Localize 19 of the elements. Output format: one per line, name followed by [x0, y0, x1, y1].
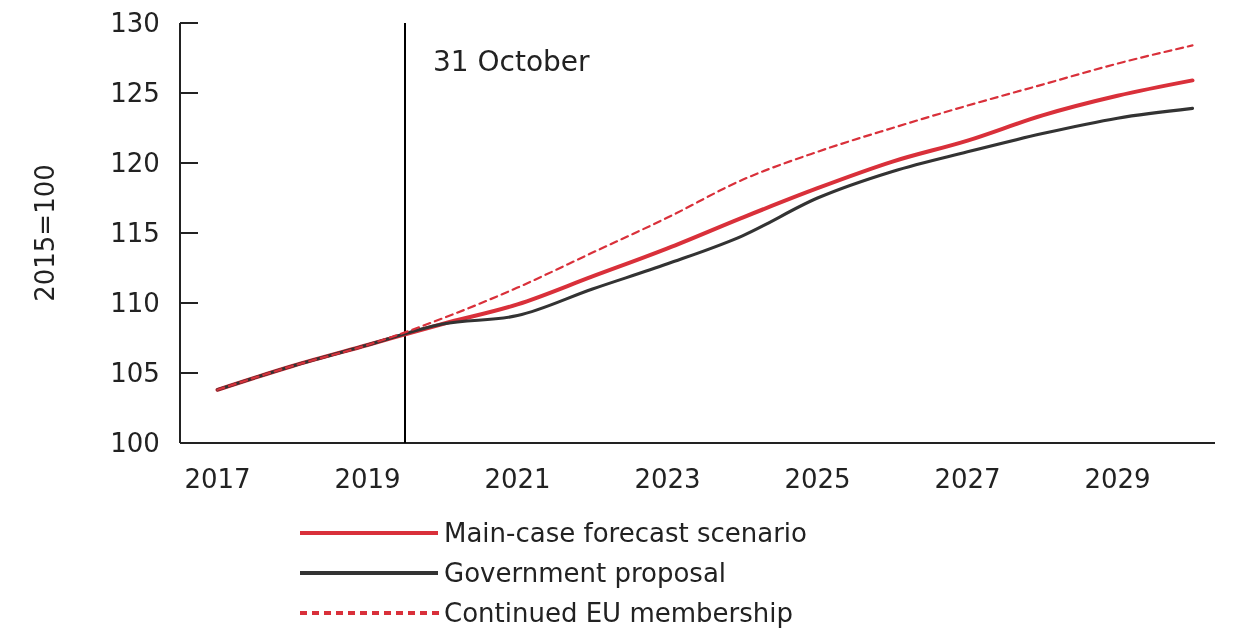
- x-tick-label: 2025: [784, 464, 851, 494]
- legend-label: Continued EU membership: [444, 598, 793, 628]
- legend-label: Government proposal: [444, 558, 727, 588]
- x-tick-label: 2023: [634, 464, 701, 494]
- y-tick-label: 120: [110, 148, 160, 178]
- legend-label: Main-case forecast scenario: [444, 518, 807, 548]
- x-tick-label: 2029: [1084, 464, 1151, 494]
- x-tick-label: 2021: [484, 464, 551, 494]
- y-tick-label: 130: [110, 8, 160, 38]
- y-axis-title: 2015=100: [30, 164, 60, 302]
- x-tick-label: 2019: [334, 464, 401, 494]
- y-tick-label: 115: [110, 218, 160, 248]
- y-tick-label: 100: [110, 428, 160, 458]
- y-tick-label: 110: [110, 288, 160, 318]
- x-tick-label: 2027: [934, 464, 1001, 494]
- x-tick-label: 2017: [184, 464, 251, 494]
- ref-line-label: 31 October: [433, 45, 591, 78]
- y-tick-label: 125: [110, 78, 160, 108]
- y-tick-label: 105: [110, 358, 160, 388]
